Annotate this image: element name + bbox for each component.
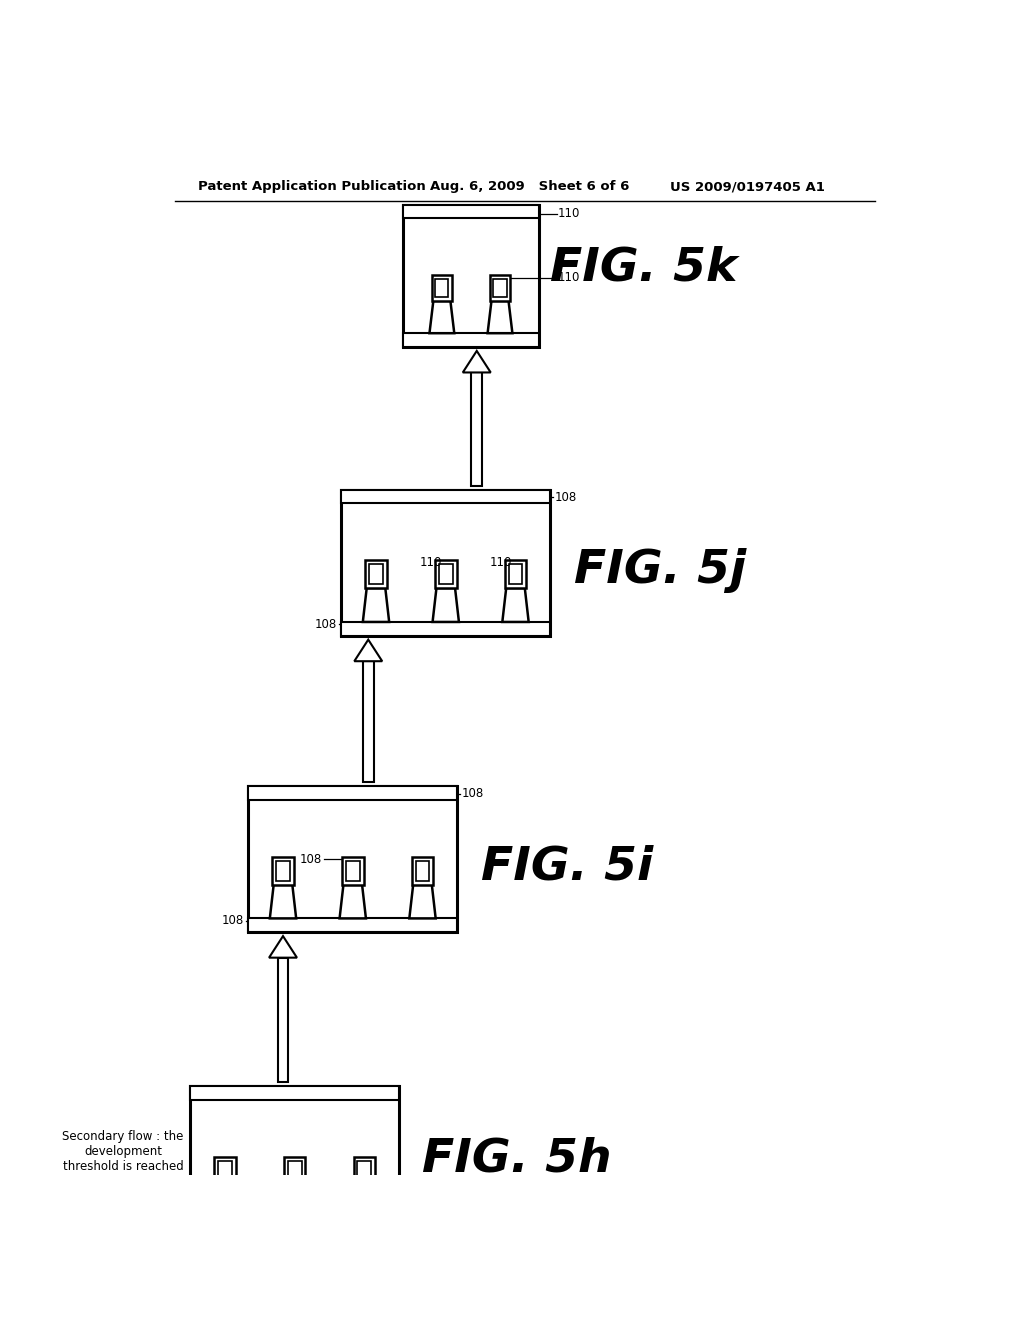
Bar xyxy=(403,333,539,347)
Polygon shape xyxy=(410,884,435,919)
Text: FIG. 5k: FIG. 5k xyxy=(550,246,737,290)
Bar xyxy=(362,661,374,781)
Polygon shape xyxy=(429,301,455,333)
Bar xyxy=(341,490,550,503)
Text: 110: 110 xyxy=(489,556,512,569)
Bar xyxy=(214,1158,236,1185)
Bar xyxy=(369,564,383,585)
Bar xyxy=(288,1162,302,1181)
Polygon shape xyxy=(362,589,389,622)
Bar xyxy=(416,861,429,880)
Bar xyxy=(248,919,458,932)
Text: Patent Application Publication: Patent Application Publication xyxy=(198,181,426,194)
Text: FIG. 5i: FIG. 5i xyxy=(480,845,653,890)
Bar xyxy=(248,785,458,800)
Bar xyxy=(489,275,510,301)
Text: 108: 108 xyxy=(315,618,337,631)
Bar xyxy=(403,205,539,347)
Text: 108: 108 xyxy=(461,787,483,800)
Bar xyxy=(190,1086,399,1233)
Text: FIG. 5h: FIG. 5h xyxy=(423,1137,612,1181)
Bar xyxy=(248,785,458,932)
Polygon shape xyxy=(270,884,296,919)
Bar xyxy=(276,861,290,880)
Polygon shape xyxy=(503,589,528,622)
Bar xyxy=(272,857,294,884)
Bar xyxy=(190,1218,399,1233)
Polygon shape xyxy=(463,351,490,372)
Text: Secondary flow : the
development
threshold is reached: Secondary flow : the development thresho… xyxy=(62,1130,183,1173)
Bar xyxy=(403,205,539,218)
Text: 110: 110 xyxy=(558,207,581,220)
Bar xyxy=(278,958,289,1082)
Polygon shape xyxy=(340,884,366,919)
Bar xyxy=(341,622,550,636)
Bar xyxy=(366,561,387,589)
Bar xyxy=(357,1162,372,1181)
Text: 110: 110 xyxy=(420,556,442,569)
Text: FIG. 5j: FIG. 5j xyxy=(573,548,745,593)
Bar xyxy=(432,275,452,301)
Bar xyxy=(509,564,522,585)
Text: Aug. 6, 2009   Sheet 6 of 6: Aug. 6, 2009 Sheet 6 of 6 xyxy=(430,181,630,194)
Bar xyxy=(438,564,453,585)
Bar xyxy=(342,857,364,884)
Text: 108: 108 xyxy=(222,915,245,927)
Bar xyxy=(412,857,433,884)
Bar xyxy=(494,279,507,297)
Text: US 2009/0197405 A1: US 2009/0197405 A1 xyxy=(671,181,825,194)
Polygon shape xyxy=(487,301,512,333)
Bar xyxy=(471,372,482,486)
Polygon shape xyxy=(269,936,297,958)
Text: 108: 108 xyxy=(299,853,322,866)
Bar xyxy=(341,490,550,636)
Polygon shape xyxy=(432,589,459,622)
Polygon shape xyxy=(354,640,382,661)
Bar xyxy=(435,561,457,589)
Bar xyxy=(505,561,526,589)
Bar xyxy=(284,1158,305,1185)
Bar xyxy=(346,861,359,880)
Bar xyxy=(435,279,449,297)
Text: 110: 110 xyxy=(558,271,581,284)
Bar xyxy=(190,1086,399,1100)
Text: 108: 108 xyxy=(554,491,577,504)
Bar xyxy=(218,1162,231,1181)
Bar xyxy=(353,1158,375,1185)
